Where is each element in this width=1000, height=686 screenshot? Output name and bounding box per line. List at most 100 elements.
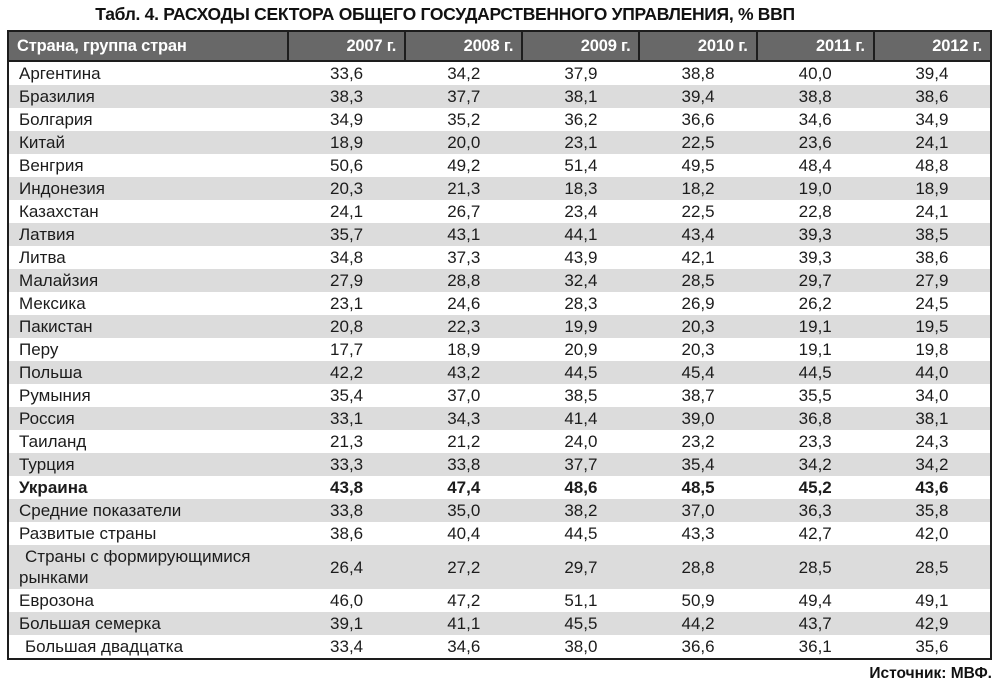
row-label: Большая семерка [19, 614, 161, 633]
cell-value: 41,1 [447, 614, 481, 633]
row-label: Россия [19, 409, 75, 428]
table-row: Малайзия 27,9 28,8 32,4 28,5 29,7 27,9 [8, 269, 991, 292]
cell-value: 27,9 [915, 271, 949, 290]
cell-value: 50,6 [330, 156, 364, 175]
cell-value: 38,8 [681, 64, 715, 83]
cell-value: 33,8 [330, 501, 364, 520]
table-row: Перу 17,7 18,9 20,9 20,3 19,1 19,8 [8, 338, 991, 361]
cell-value: 39,0 [681, 409, 715, 428]
cell-value: 38,2 [564, 501, 598, 520]
cell-value: 24,1 [915, 133, 949, 152]
column-header-year: 2011 г. [755, 30, 875, 62]
table-row: Латвия 35,7 43,1 44,1 43,4 39,3 38,5 [8, 223, 991, 246]
cell-value: 43,1 [447, 225, 481, 244]
column-header-year: 2010 г. [638, 30, 758, 62]
cell-value: 48,8 [915, 156, 949, 175]
cell-value: 43,6 [915, 478, 949, 497]
column-header-year: 2008 г. [404, 30, 524, 62]
table-row: Польша 42,2 43,2 44,5 45,4 44,5 44,0 [8, 361, 991, 384]
cell-value: 24,6 [447, 294, 481, 313]
table-row: Венгрия 50,6 49,2 51,4 49,5 48,4 48,8 [8, 154, 991, 177]
cell-value: 26,2 [798, 294, 832, 313]
cell-value: 20,0 [447, 133, 481, 152]
cell-value: 47,4 [447, 478, 481, 497]
row-label: Развитые страны [19, 524, 157, 543]
row-label: Латвия [19, 225, 75, 244]
cell-value: 28,5 [798, 557, 832, 577]
table-body: Аргентина 33,6 34,2 37,9 38,8 40,0 39,4 Бразили… [8, 61, 991, 659]
table-row: Россия 33,1 34,3 41,4 39,0 36,8 38,1 [8, 407, 991, 430]
table-row: Развитые страны 38,6 40,4 44,5 43,3 42,7 42,0 [8, 522, 991, 545]
column-header-country: Страна, группа стран [7, 30, 289, 62]
cell-value: 48,6 [564, 478, 598, 497]
cell-value: 38,6 [915, 248, 949, 267]
cell-value: 39,4 [915, 64, 949, 83]
cell-value: 34,2 [798, 455, 832, 474]
table-row: Пакистан 20,8 22,3 19,9 20,3 19,1 19,5 [8, 315, 991, 338]
cell-value: 35,4 [681, 455, 715, 474]
table-row: Большая двадцатка 33,4 34,6 38,0 36,6 36,1 35,… [8, 635, 991, 659]
cell-value: 36,6 [681, 110, 715, 129]
cell-value: 18,2 [681, 179, 715, 198]
cell-value: 43,3 [681, 524, 715, 543]
cell-value: 47,2 [447, 591, 481, 610]
table-row: Страны с формирующимися рынками 26,4 27,2 2… [8, 545, 991, 589]
cell-value: 20,9 [564, 340, 598, 359]
cell-value: 24,1 [330, 202, 364, 221]
cell-value: 38,3 [330, 87, 364, 106]
column-header-year: 2012 г. [872, 30, 993, 62]
cell-value: 32,4 [564, 271, 598, 290]
cell-value: 38,6 [915, 87, 949, 106]
row-label: Болгария [19, 110, 93, 129]
row-label: Бразилия [19, 87, 95, 106]
cell-value: 34,9 [330, 110, 364, 129]
cell-value: 20,3 [681, 340, 715, 359]
cell-value: 22,3 [447, 317, 481, 336]
row-label: Перу [19, 340, 59, 359]
cell-value: 49,4 [798, 591, 832, 610]
cell-value: 21,2 [447, 432, 481, 451]
table-row: Средние показатели 33,8 35,0 38,2 37,0 36,3 35… [8, 499, 991, 522]
cell-value: 22,8 [798, 202, 832, 221]
cell-value: 19,9 [564, 317, 598, 336]
cell-value: 38,7 [681, 386, 715, 405]
table-row: Казахстан 24,1 26,7 23,4 22,5 22,8 24,1 [8, 200, 991, 223]
cell-value: 38,1 [915, 409, 949, 428]
cell-value: 50,9 [681, 591, 715, 610]
cell-value: 42,9 [915, 614, 949, 633]
cell-value: 51,4 [564, 156, 598, 175]
cell-value: 39,4 [681, 87, 715, 106]
cell-value: 38,5 [915, 225, 949, 244]
column-header-year: 2007 г. [286, 30, 407, 62]
cell-value: 37,9 [564, 64, 598, 83]
row-label: Венгрия [19, 156, 84, 175]
cell-value: 23,2 [681, 432, 715, 451]
cell-value: 26,4 [330, 557, 364, 577]
cell-value: 28,5 [915, 557, 949, 577]
source-note: Источник: МВФ. [869, 665, 992, 682]
cell-value: 34,3 [447, 409, 481, 428]
table-title: Табл. 4. РАСХОДЫ СЕКТОРА ОБЩЕГО ГОСУДАРС… [95, 4, 795, 24]
cell-value: 34,9 [915, 110, 949, 129]
cell-value: 45,5 [564, 614, 598, 633]
cell-value: 18,9 [330, 133, 364, 152]
cell-value: 33,8 [447, 455, 481, 474]
cell-value: 33,4 [330, 637, 364, 656]
cell-value: 39,3 [798, 225, 832, 244]
table-row: Аргентина 33,6 34,2 37,9 38,8 40,0 39,4 [8, 61, 991, 85]
cell-value: 34,2 [447, 64, 481, 83]
cell-value: 18,9 [915, 179, 949, 198]
cell-value: 44,5 [798, 363, 832, 382]
cell-value: 35,4 [330, 386, 364, 405]
row-label: Китай [19, 133, 65, 152]
cell-value: 23,4 [564, 202, 598, 221]
row-label: Еврозона [19, 591, 94, 610]
table-row: Большая семерка 39,1 41,1 45,5 44,2 43,7 42,9 [8, 612, 991, 635]
cell-value: 48,4 [798, 156, 832, 175]
cell-value: 43,2 [447, 363, 481, 382]
cell-value: 43,8 [330, 478, 364, 497]
cell-value: 45,2 [798, 478, 832, 497]
cell-value: 44,5 [564, 363, 598, 382]
cell-value: 51,1 [564, 591, 598, 610]
